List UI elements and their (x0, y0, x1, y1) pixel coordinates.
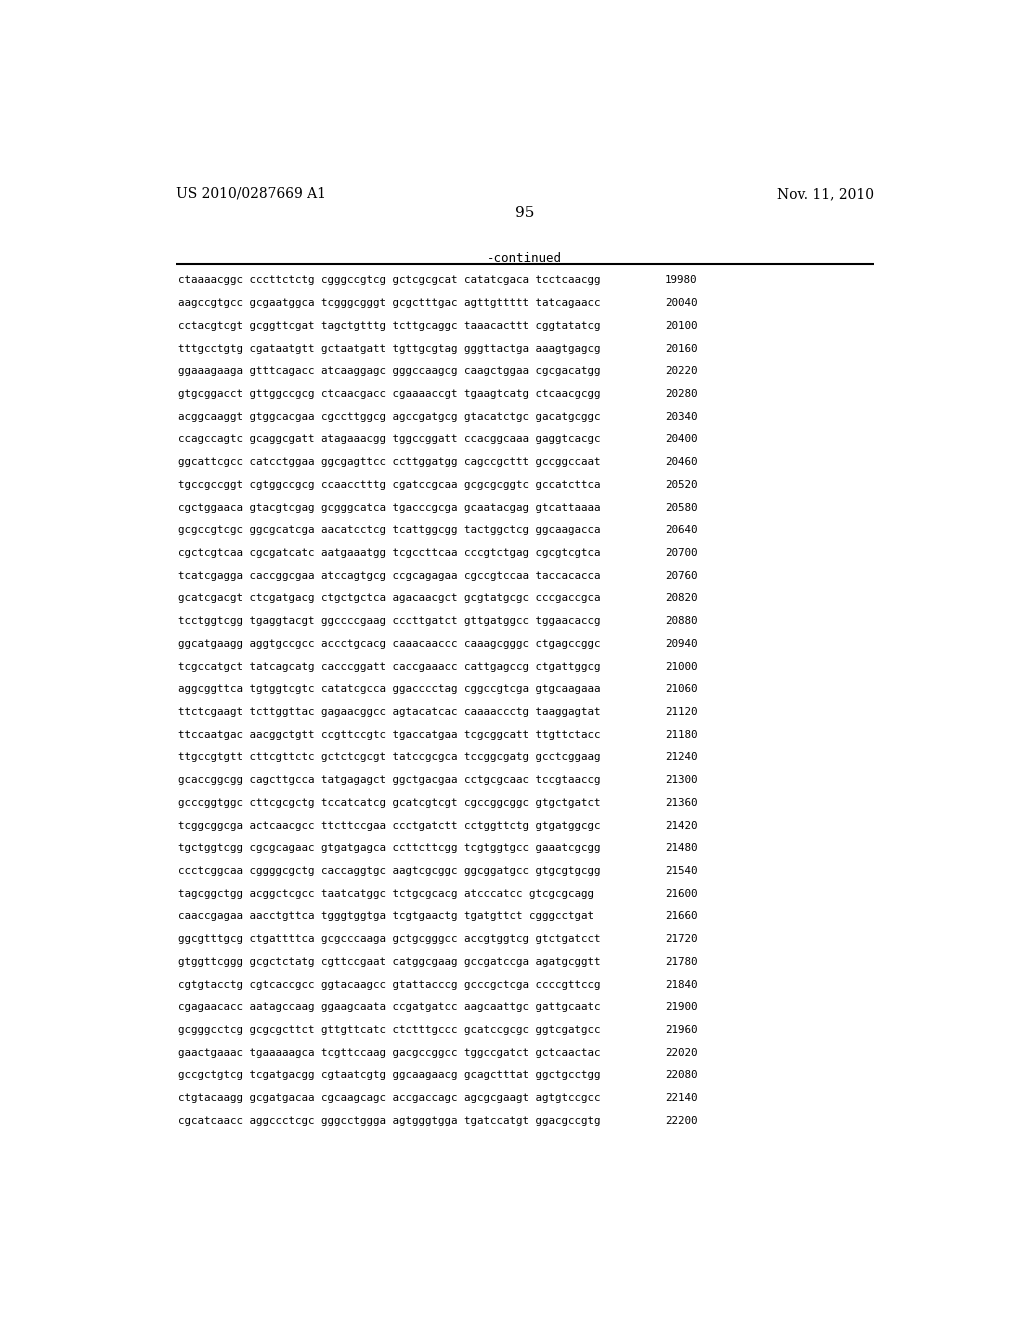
Text: 20100: 20100 (665, 321, 697, 331)
Text: 20460: 20460 (665, 457, 697, 467)
Text: 95: 95 (515, 206, 535, 220)
Text: 21540: 21540 (665, 866, 697, 876)
Text: 20880: 20880 (665, 616, 697, 626)
Text: 21840: 21840 (665, 979, 697, 990)
Text: tcctggtcgg tgaggtacgt ggccccgaag cccttgatct gttgatggcc tggaacaccg: tcctggtcgg tgaggtacgt ggccccgaag cccttga… (178, 616, 601, 626)
Text: ccctcggcaa cggggcgctg caccaggtgc aagtcgcggc ggcggatgcc gtgcgtgcgg: ccctcggcaa cggggcgctg caccaggtgc aagtcgc… (178, 866, 601, 876)
Text: 20760: 20760 (665, 570, 697, 581)
Text: ttctcgaagt tcttggttac gagaacggcc agtacatcac caaaaccctg taaggagtat: ttctcgaagt tcttggttac gagaacggcc agtacat… (178, 708, 601, 717)
Text: ctgtacaagg gcgatgacaa cgcaagcagc accgaccagc agcgcgaagt agtgtccgcc: ctgtacaagg gcgatgacaa cgcaagcagc accgacc… (178, 1093, 601, 1104)
Text: 19980: 19980 (665, 276, 697, 285)
Text: 21480: 21480 (665, 843, 697, 853)
Text: 20280: 20280 (665, 389, 697, 399)
Text: 21120: 21120 (665, 708, 697, 717)
Text: 22140: 22140 (665, 1093, 697, 1104)
Text: 21180: 21180 (665, 730, 697, 739)
Text: gcccggtggc cttcgcgctg tccatcatcg gcatcgtcgt cgccggcggc gtgctgatct: gcccggtggc cttcgcgctg tccatcatcg gcatcgt… (178, 797, 601, 808)
Text: 21900: 21900 (665, 1002, 697, 1012)
Text: ggcgtttgcg ctgattttca gcgcccaaga gctgcgggcc accgtggtcg gtctgatcct: ggcgtttgcg ctgattttca gcgcccaaga gctgcgg… (178, 935, 601, 944)
Text: gcgggcctcg gcgcgcttct gttgttcatc ctctttgccc gcatccgcgc ggtcgatgcc: gcgggcctcg gcgcgcttct gttgttcatc ctctttg… (178, 1026, 601, 1035)
Text: tcgccatgct tatcagcatg cacccggatt caccgaaacc cattgagccg ctgattggcg: tcgccatgct tatcagcatg cacccggatt caccgaa… (178, 661, 601, 672)
Text: tagcggctgg acggctcgcc taatcatggc tctgcgcacg atcccatcc gtcgcgcagg: tagcggctgg acggctcgcc taatcatggc tctgcgc… (178, 888, 594, 899)
Text: Nov. 11, 2010: Nov. 11, 2010 (776, 187, 873, 201)
Text: cgagaacacc aatagccaag ggaagcaata ccgatgatcc aagcaattgc gattgcaatc: cgagaacacc aatagccaag ggaagcaata ccgatga… (178, 1002, 601, 1012)
Text: 22200: 22200 (665, 1115, 697, 1126)
Text: gccgctgtcg tcgatgacgg cgtaatcgtg ggcaagaacg gcagctttat ggctgcctgg: gccgctgtcg tcgatgacgg cgtaatcgtg ggcaaga… (178, 1071, 601, 1081)
Text: ctaaaacggc cccttctctg cgggccgtcg gctcgcgcat catatcgaca tcctcaacgg: ctaaaacggc cccttctctg cgggccgtcg gctcgcg… (178, 276, 601, 285)
Text: ttccaatgac aacggctgtt ccgttccgtc tgaccatgaa tcgcggcatt ttgttctacc: ttccaatgac aacggctgtt ccgttccgtc tgaccat… (178, 730, 601, 739)
Text: tttgcctgtg cgataatgtt gctaatgatt tgttgcgtag gggttactga aaagtgagcg: tttgcctgtg cgataatgtt gctaatgatt tgttgcg… (178, 343, 601, 354)
Text: US 2010/0287669 A1: US 2010/0287669 A1 (176, 187, 326, 201)
Text: 20520: 20520 (665, 480, 697, 490)
Text: ggaaagaaga gtttcagacc atcaaggagc gggccaagcg caagctggaa cgcgacatgg: ggaaagaaga gtttcagacc atcaaggagc gggccaa… (178, 367, 601, 376)
Text: 21240: 21240 (665, 752, 697, 763)
Text: tgccgccggt cgtggccgcg ccaacctttg cgatccgcaa gcgcgcggtc gccatcttca: tgccgccggt cgtggccgcg ccaacctttg cgatccg… (178, 480, 601, 490)
Text: 20640: 20640 (665, 525, 697, 536)
Text: 21420: 21420 (665, 821, 697, 830)
Text: gtggttcggg gcgctctatg cgttccgaat catggcgaag gccgatccga agatgcggtt: gtggttcggg gcgctctatg cgttccgaat catggcg… (178, 957, 601, 966)
Text: cctacgtcgt gcggttcgat tagctgtttg tcttgcaggc taaacacttt cggtatatcg: cctacgtcgt gcggttcgat tagctgtttg tcttgca… (178, 321, 601, 331)
Text: 20820: 20820 (665, 594, 697, 603)
Text: -continued: -continued (487, 252, 562, 265)
Text: 21360: 21360 (665, 797, 697, 808)
Text: tcatcgagga caccggcgaa atccagtgcg ccgcagagaa cgccgtccaa taccacacca: tcatcgagga caccggcgaa atccagtgcg ccgcaga… (178, 570, 601, 581)
Text: 20400: 20400 (665, 434, 697, 445)
Text: ccagccagtc gcaggcgatt atagaaacgg tggccggatt ccacggcaaa gaggtcacgc: ccagccagtc gcaggcgatt atagaaacgg tggccgg… (178, 434, 601, 445)
Text: 20580: 20580 (665, 503, 697, 512)
Text: 20160: 20160 (665, 343, 697, 354)
Text: tgctggtcgg cgcgcagaac gtgatgagca ccttcttcgg tcgtggtgcc gaaatcgcgg: tgctggtcgg cgcgcagaac gtgatgagca ccttctt… (178, 843, 601, 853)
Text: 20340: 20340 (665, 412, 697, 421)
Text: 22020: 22020 (665, 1048, 697, 1057)
Text: caaccgagaa aacctgttca tgggtggtga tcgtgaactg tgatgttct cgggcctgat: caaccgagaa aacctgttca tgggtggtga tcgtgaa… (178, 911, 594, 921)
Text: cgtgtacctg cgtcaccgcc ggtacaagcc gtattacccg gcccgctcga ccccgttccg: cgtgtacctg cgtcaccgcc ggtacaagcc gtattac… (178, 979, 601, 990)
Text: gcgccgtcgc ggcgcatcga aacatcctcg tcattggcgg tactggctcg ggcaagacca: gcgccgtcgc ggcgcatcga aacatcctcg tcattgg… (178, 525, 601, 536)
Text: 21960: 21960 (665, 1026, 697, 1035)
Text: ggcattcgcc catcctggaa ggcgagttcc ccttggatgg cagccgcttt gccggccaat: ggcattcgcc catcctggaa ggcgagttcc ccttgga… (178, 457, 601, 467)
Text: 21720: 21720 (665, 935, 697, 944)
Text: 21780: 21780 (665, 957, 697, 966)
Text: gtgcggacct gttggccgcg ctcaacgacc cgaaaaccgt tgaagtcatg ctcaacgcgg: gtgcggacct gttggccgcg ctcaacgacc cgaaaac… (178, 389, 601, 399)
Text: gcaccggcgg cagcttgcca tatgagagct ggctgacgaa cctgcgcaac tccgtaaccg: gcaccggcgg cagcttgcca tatgagagct ggctgac… (178, 775, 601, 785)
Text: cgctcgtcaa cgcgatcatc aatgaaatgg tcgccttcaa cccgtctgag cgcgtcgtca: cgctcgtcaa cgcgatcatc aatgaaatgg tcgcctt… (178, 548, 601, 558)
Text: 22080: 22080 (665, 1071, 697, 1081)
Text: ttgccgtgtt cttcgttctc gctctcgcgt tatccgcgca tccggcgatg gcctcggaag: ttgccgtgtt cttcgttctc gctctcgcgt tatccgc… (178, 752, 601, 763)
Text: gaactgaaac tgaaaaagca tcgttccaag gacgccggcc tggccgatct gctcaactac: gaactgaaac tgaaaaagca tcgttccaag gacgccg… (178, 1048, 601, 1057)
Text: aagccgtgcc gcgaatggca tcgggcgggt gcgctttgac agttgttttt tatcagaacc: aagccgtgcc gcgaatggca tcgggcgggt gcgcttt… (178, 298, 601, 308)
Text: 20700: 20700 (665, 548, 697, 558)
Text: cgcatcaacc aggccctcgc gggcctggga agtgggtgga tgatccatgt ggacgccgtg: cgcatcaacc aggccctcgc gggcctggga agtgggt… (178, 1115, 601, 1126)
Text: 21000: 21000 (665, 661, 697, 672)
Text: cgctggaaca gtacgtcgag gcgggcatca tgacccgcga gcaatacgag gtcattaaaa: cgctggaaca gtacgtcgag gcgggcatca tgacccg… (178, 503, 601, 512)
Text: 21300: 21300 (665, 775, 697, 785)
Text: ggcatgaagg aggtgccgcc accctgcacg caaacaaccc caaagcgggc ctgagccggc: ggcatgaagg aggtgccgcc accctgcacg caaacaa… (178, 639, 601, 649)
Text: 21600: 21600 (665, 888, 697, 899)
Text: 20040: 20040 (665, 298, 697, 308)
Text: gcatcgacgt ctcgatgacg ctgctgctca agacaacgct gcgtatgcgc cccgaccgca: gcatcgacgt ctcgatgacg ctgctgctca agacaac… (178, 594, 601, 603)
Text: aggcggttca tgtggtcgtc catatcgcca ggacccctag cggccgtcga gtgcaagaaa: aggcggttca tgtggtcgtc catatcgcca ggacccc… (178, 684, 601, 694)
Text: 20940: 20940 (665, 639, 697, 649)
Text: tcggcggcga actcaacgcc ttcttccgaa ccctgatctt cctggttctg gtgatggcgc: tcggcggcga actcaacgcc ttcttccgaa ccctgat… (178, 821, 601, 830)
Text: 20220: 20220 (665, 367, 697, 376)
Text: 21060: 21060 (665, 684, 697, 694)
Text: acggcaaggt gtggcacgaa cgccttggcg agccgatgcg gtacatctgc gacatgcggc: acggcaaggt gtggcacgaa cgccttggcg agccgat… (178, 412, 601, 421)
Text: 21660: 21660 (665, 911, 697, 921)
